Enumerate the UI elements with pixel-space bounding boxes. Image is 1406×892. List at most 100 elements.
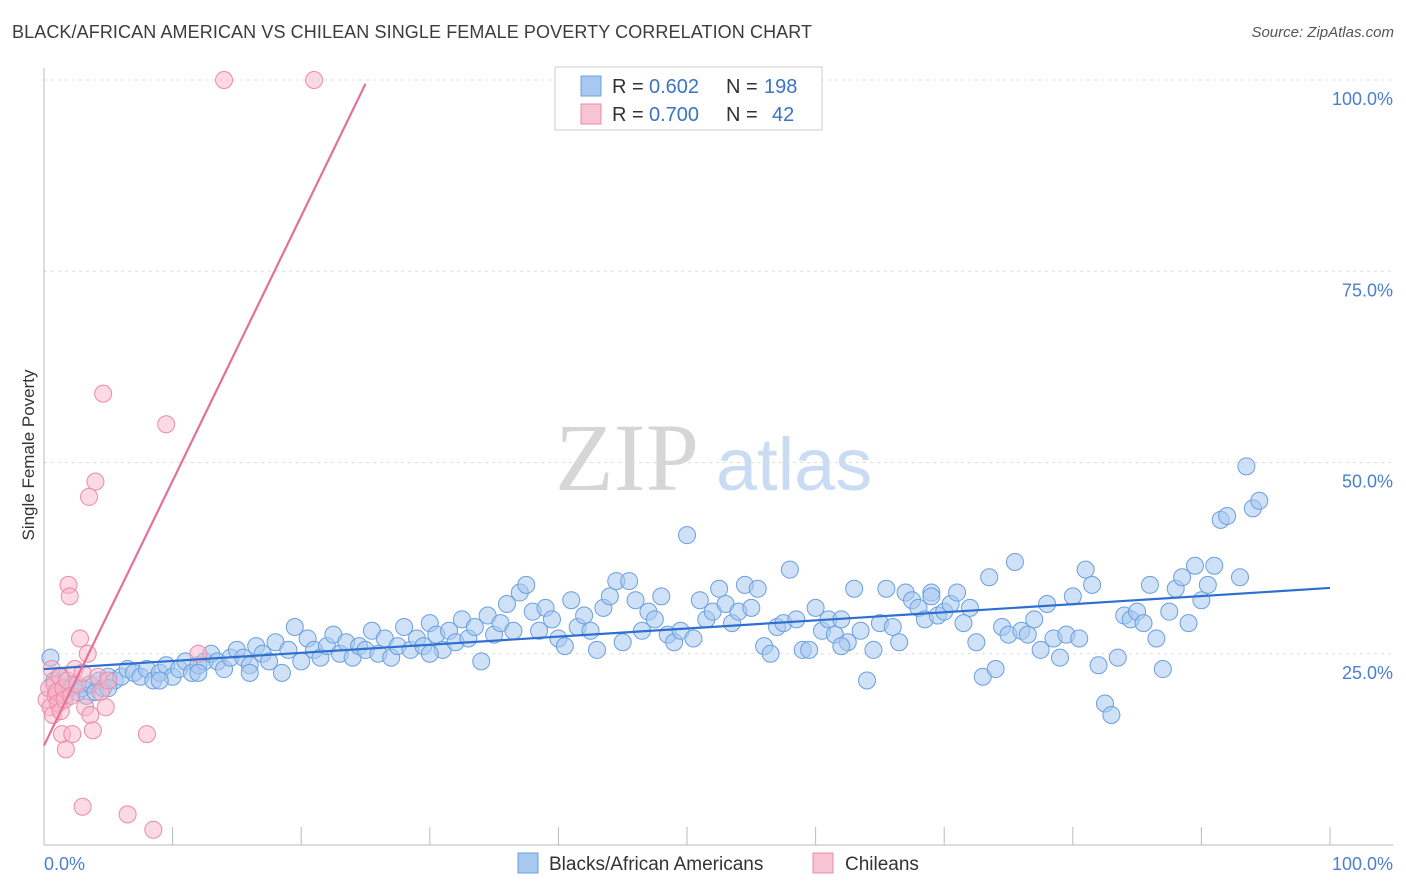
data-point-blacks <box>1089 656 1108 675</box>
data-point-blacks <box>858 671 877 690</box>
data-point-blacks <box>285 617 304 636</box>
data-point-blacks <box>787 610 806 629</box>
legend-item-chileans-swatch <box>812 852 834 874</box>
data-point-chileans <box>144 820 163 839</box>
data-point-blacks <box>1108 648 1127 667</box>
data-point-blacks <box>1192 591 1211 610</box>
legend-swatch-pink <box>580 103 602 125</box>
legend-n-label-1: N = <box>726 76 758 98</box>
legend-r-label-2: R = <box>612 104 644 126</box>
data-point-blacks <box>986 660 1005 679</box>
data-point-chileans <box>94 384 113 403</box>
data-point-chileans <box>137 725 156 744</box>
data-point-blacks <box>189 663 208 682</box>
data-point-blacks <box>581 621 600 640</box>
data-point-blacks <box>1038 595 1057 614</box>
correlation-legend: R = 0.602 N = 198 R = 0.700 N = 42 <box>554 66 823 131</box>
data-point-blacks <box>465 617 484 636</box>
data-point-chileans <box>71 629 90 648</box>
data-point-blacks <box>562 591 581 610</box>
data-point-blacks <box>542 610 561 629</box>
data-point-chileans <box>157 415 176 434</box>
legend-item-chileans-label: Chileans <box>845 854 919 875</box>
data-point-blacks <box>652 587 671 606</box>
y-axis-label: Single Female Poverty <box>19 369 38 541</box>
data-point-blacks <box>1230 568 1249 587</box>
data-point-blacks <box>1076 560 1095 579</box>
data-point-chileans <box>60 587 79 606</box>
data-point-blacks <box>864 640 883 659</box>
data-point-blacks <box>1205 556 1224 575</box>
data-point-blacks <box>980 568 999 587</box>
legend-item-blacks-label: Blacks/African Americans <box>549 854 763 875</box>
data-point-blacks <box>832 637 851 656</box>
data-point-blacks <box>877 579 896 598</box>
data-point-blacks <box>645 610 664 629</box>
data-point-blacks <box>954 614 973 633</box>
legend-n-value-1: 198 <box>764 76 797 98</box>
data-point-blacks <box>1250 491 1269 510</box>
trend-line-blacks <box>43 586 1331 671</box>
legend-swatch-blue <box>580 75 602 97</box>
data-point-blacks <box>1050 648 1069 667</box>
data-point-chileans <box>305 71 324 89</box>
data-point-chileans <box>80 487 99 506</box>
data-point-chileans <box>81 705 100 724</box>
data-point-blacks <box>420 644 439 663</box>
data-point-blacks <box>780 560 799 579</box>
data-point-blacks <box>1198 575 1217 594</box>
series-legend: Blacks/African Americans Chileans <box>517 852 919 875</box>
data-point-blacks <box>1153 660 1172 679</box>
data-point-blacks <box>948 583 967 602</box>
chart-title: BLACK/AFRICAN AMERICAN VS CHILEAN SINGLE… <box>12 22 813 42</box>
data-point-chileans <box>215 71 234 89</box>
source-credit: Source: ZipAtlas.com <box>1251 24 1394 41</box>
trend-line-chileans <box>43 83 367 747</box>
data-point-chileans <box>86 472 105 491</box>
data-point-blacks <box>800 640 819 659</box>
data-point-blacks <box>845 579 864 598</box>
x-tick-labels: 0.0% 100.0% <box>44 854 1393 874</box>
axes <box>43 68 1393 846</box>
legend-n-label-2: N = <box>726 104 758 126</box>
data-point-blacks <box>530 621 549 640</box>
data-point-blacks <box>1179 614 1198 633</box>
data-point-blacks <box>1147 629 1166 648</box>
data-point-blacks <box>883 617 902 636</box>
y-tick-label: 25.0% <box>1342 663 1393 683</box>
data-point-blacks <box>1173 568 1192 587</box>
data-point-blacks <box>851 621 870 640</box>
data-point-chileans <box>118 805 137 824</box>
x-tick-label-right: 100.0% <box>1332 854 1393 874</box>
y-tick-label: 50.0% <box>1342 472 1393 492</box>
data-point-blacks <box>1083 575 1102 594</box>
legend-item-blacks-swatch <box>517 852 539 874</box>
data-point-blacks <box>1070 629 1089 648</box>
data-point-blacks <box>587 640 606 659</box>
data-point-blacks <box>504 621 523 640</box>
data-point-chileans <box>56 740 75 759</box>
data-point-chileans <box>83 721 102 740</box>
data-point-blacks <box>1160 602 1179 621</box>
data-point-blacks <box>1063 587 1082 606</box>
data-point-blacks <box>1185 556 1204 575</box>
data-point-blacks <box>395 617 414 636</box>
data-point-blacks <box>761 644 780 663</box>
data-point-blacks <box>575 606 594 625</box>
data-point-blacks <box>748 579 767 598</box>
data-point-blacks <box>684 629 703 648</box>
data-point-blacks <box>1237 457 1256 476</box>
data-point-blacks <box>1134 614 1153 633</box>
watermark-zip: ZIP <box>555 404 699 511</box>
trend-lines <box>43 83 1331 747</box>
y-tick-label: 100.0% <box>1332 89 1393 109</box>
data-point-blacks <box>150 671 169 690</box>
series-blacks-points <box>41 457 1269 724</box>
data-point-blacks <box>1018 625 1037 644</box>
data-point-blacks <box>1140 575 1159 594</box>
legend-r-label-1: R = <box>612 76 644 98</box>
data-point-blacks <box>710 579 729 598</box>
data-point-blacks <box>472 652 491 671</box>
data-point-blacks <box>890 633 909 652</box>
y-tick-labels: 25.0% 50.0% 75.0% 100.0% <box>1332 89 1393 683</box>
